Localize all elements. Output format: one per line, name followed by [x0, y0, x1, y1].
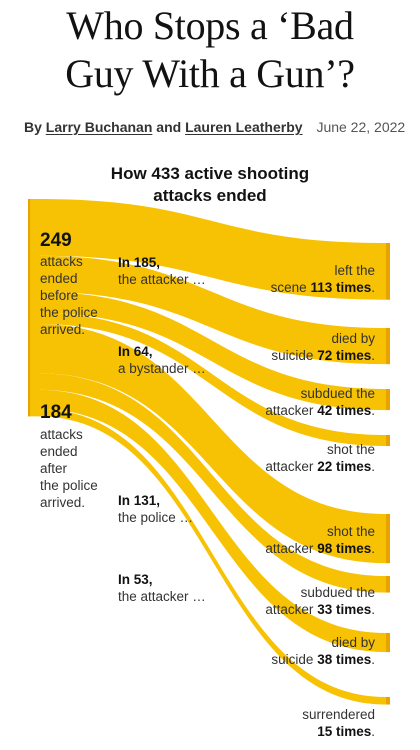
group-after-text-3: after: [40, 461, 68, 476]
outcome-pre: attacker: [265, 602, 314, 617]
outcome-post: .: [371, 652, 375, 667]
outcome-post: .: [371, 724, 375, 739]
outcome-post: .: [371, 541, 375, 556]
publish-date: June 22, 2022: [316, 119, 406, 135]
outcome-node-1-0-1: [386, 576, 390, 593]
branch-lead: In 53,: [118, 572, 153, 587]
outcome-pre: attacker: [265, 459, 314, 474]
outcome-label-suicide-72: died by suicide 72 times.: [271, 330, 375, 364]
outcome-post: .: [371, 403, 375, 418]
outcome-node-1-0-0: [386, 514, 390, 564]
outcome-number: 98 times: [317, 541, 372, 556]
branch-label-attacker-185: In 185, the attacker …: [118, 254, 206, 288]
group-before-text-3: before: [40, 288, 79, 303]
branch-lead: In 185,: [118, 255, 161, 270]
outcome-number: 38 times: [317, 652, 372, 667]
outcome-node-1-1-1: [386, 697, 390, 705]
outcome-pre: attacker: [265, 403, 314, 418]
author-link-larry-buchanan[interactable]: Larry Buchanan: [45, 119, 153, 135]
flow-ribbon-1-1-1: [38, 408, 386, 705]
outcome-line1: died by: [331, 331, 375, 346]
byline-conjunction: and: [156, 119, 182, 135]
branch-label-attacker-53: In 53, the attacker …: [118, 571, 206, 605]
headline: Who Stops a ‘Bad Guy With a Gun’?: [0, 2, 420, 98]
branch-actor: the attacker …: [118, 272, 206, 287]
outcome-pre: suicide: [271, 348, 314, 363]
outcome-label-left-scene: left the scene 113 times.: [271, 262, 375, 296]
flow-ribbon-1-1-0: [38, 389, 386, 653]
byline: By Larry Buchanan and Lauren Leatherby J…: [24, 119, 405, 135]
group-after-police-count: 184: [40, 402, 72, 423]
author-link-lauren-leatherby[interactable]: Lauren Leatherby: [185, 119, 303, 135]
outcome-line1: subdued the: [300, 386, 375, 401]
outcome-line1: died by: [331, 635, 375, 650]
outcome-node-0-1-0: [386, 389, 390, 411]
outcome-pre: attacker: [265, 541, 314, 556]
source-edge-line: [28, 199, 30, 417]
group-before-text-5: arrived.: [40, 322, 86, 337]
outcome-pre: surrendered: [302, 707, 375, 722]
headline-line-2: Guy With a Gun’?: [65, 51, 355, 96]
flow-ribbon-1-0-1: [38, 373, 386, 593]
group-after-text-5: arrived.: [40, 495, 86, 510]
outcome-label-police-shot: shot the attacker 98 times.: [265, 523, 375, 557]
branch-lead: In 64,: [118, 344, 153, 359]
group-before-police-label: attacks ended before the police arrived.: [40, 253, 98, 338]
flow-ribbon-0-1-1: [38, 312, 386, 447]
flow-ribbon-0-0-1: [38, 255, 386, 365]
outcome-number: 113 times: [310, 280, 372, 295]
group-after-text-1: attacks: [40, 427, 83, 442]
headline-line-1: Who Stops a ‘Bad: [66, 3, 354, 48]
outcome-label-police-subdued: subdued the attacker 33 times.: [265, 584, 375, 618]
flow-ribbon-1-0-0: [38, 323, 386, 564]
outcome-label-bystander-subdued: subdued the attacker 42 times.: [265, 385, 375, 419]
branch-actor: a bystander …: [118, 361, 206, 376]
outcome-pre: scene: [270, 280, 307, 295]
outcome-node-0-0-0: [386, 243, 390, 300]
branch-label-bystander-64: In 64, a bystander …: [118, 343, 206, 377]
flow-ribbon-0-0-0: [38, 199, 386, 300]
branch-label-police-131: In 131, the police …: [118, 492, 193, 526]
branch-actor: the attacker …: [118, 589, 206, 604]
outcome-label-surrendered: surrendered 15 times.: [302, 706, 375, 740]
source-column-bar: [28, 199, 40, 417]
outcome-line1: subdued the: [300, 585, 375, 600]
group-before-text-1: attacks: [40, 254, 83, 269]
chart-title: How 433 active shooting attacks ended: [0, 163, 420, 207]
outcome-node-0-0-1: [386, 328, 390, 365]
byline-prefix: By: [24, 119, 42, 135]
group-after-text-2: ended: [40, 444, 78, 459]
outcome-number: 22 times: [317, 459, 372, 474]
outcome-post: .: [371, 280, 375, 295]
outcome-number: 42 times: [317, 403, 372, 418]
outcome-node-1-1-0: [386, 633, 390, 653]
branch-lead: In 131,: [118, 493, 161, 508]
group-before-police-count: 249: [40, 230, 72, 251]
group-after-police-label: attacks ended after the police arrived.: [40, 426, 98, 511]
outcome-label-suicide-38: died by suicide 38 times.: [271, 634, 375, 668]
chart-title-line-1: How 433 active shooting: [110, 164, 310, 183]
branch-actor: the police …: [118, 510, 194, 525]
outcome-number: 72 times: [317, 348, 372, 363]
outcome-node-0-1-1: [386, 435, 390, 447]
flow-ribbon-0-1-0: [38, 291, 386, 411]
outcome-post: .: [371, 602, 375, 617]
outcome-post: .: [371, 459, 375, 474]
group-after-text-4: the police: [40, 478, 98, 493]
outcome-line1: left the: [334, 263, 375, 278]
outcome-post: .: [371, 348, 375, 363]
outcome-number: 15 times: [317, 724, 372, 739]
outcome-number: 33 times: [317, 602, 372, 617]
outcome-line1: shot the: [326, 524, 375, 539]
group-before-text-4: the police: [40, 305, 98, 320]
outcome-line1: shot the: [326, 442, 375, 457]
group-before-text-2: ended: [40, 271, 78, 286]
chart-title-line-2: attacks ended: [153, 186, 267, 205]
outcome-label-bystander-shot: shot the attacker 22 times.: [265, 441, 375, 475]
outcome-pre: suicide: [271, 652, 314, 667]
